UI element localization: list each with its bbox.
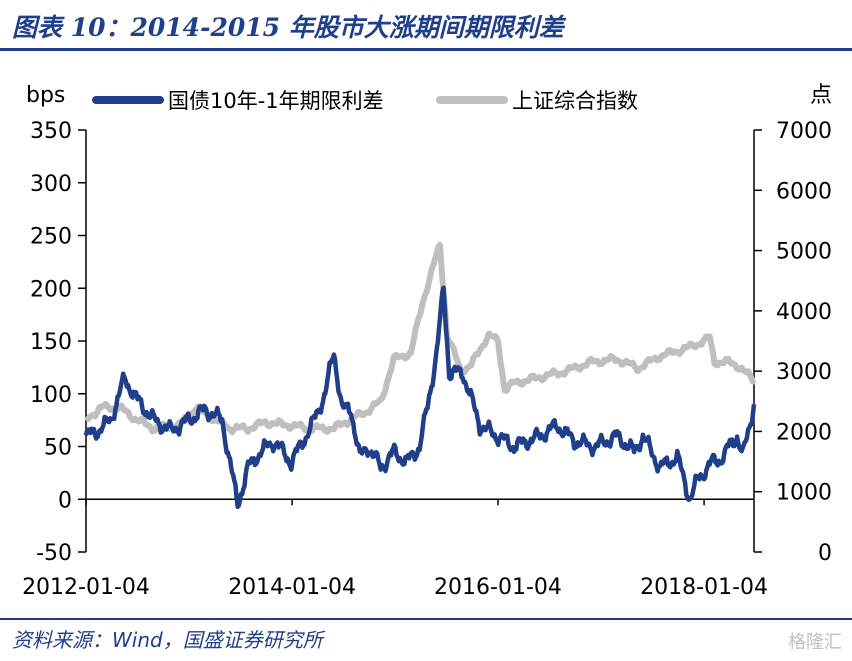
title-divider xyxy=(0,48,852,51)
left-tick-label: 100 xyxy=(30,383,72,408)
watermark: 格隆汇 xyxy=(788,632,842,653)
source-note: 资料来源：Wind，国盛证券研究所 xyxy=(12,628,323,652)
series-layer xyxy=(83,241,757,510)
right-tick-labels: 0 1000 2000 3000 4000 5000 6000 7000 xyxy=(754,119,832,566)
chart-title: 图表 10：2014-2015 年股市大涨期间期限利差 xyxy=(12,13,564,42)
right-tick-label: 0 xyxy=(818,541,832,566)
left-tick-label: -50 xyxy=(36,541,72,566)
left-tick-label: 50 xyxy=(44,436,72,461)
x-tick-label: 2014-01-04 xyxy=(228,575,356,600)
right-axis-unit: 点 xyxy=(810,83,832,108)
right-tick-label: 1000 xyxy=(776,481,832,506)
series-line-index xyxy=(84,241,757,436)
right-tick-label: 3000 xyxy=(776,360,832,385)
x-tick-label: 2018-01-04 xyxy=(640,575,768,600)
left-tick-label: 200 xyxy=(30,277,72,302)
x-tick-labels: 2012-01-04 2014-01-04 2016-01-04 2018-01-04 xyxy=(22,499,768,600)
right-tick-label: 6000 xyxy=(776,179,832,204)
x-tick-label: 2012-01-04 xyxy=(22,575,150,600)
right-tick-label: 7000 xyxy=(776,119,832,144)
left-tick-label: 300 xyxy=(30,172,72,197)
left-tick-label: 250 xyxy=(30,225,72,250)
right-tick-label: 5000 xyxy=(776,240,832,265)
x-tick-label: 2016-01-04 xyxy=(434,575,562,600)
axes xyxy=(85,130,755,552)
legend: 国债10年-1年期限利差 上证综合指数 xyxy=(92,89,638,113)
left-tick-label: 350 xyxy=(30,119,72,144)
left-axis-unit: bps xyxy=(26,83,65,108)
source-divider xyxy=(0,618,852,620)
left-tick-label: 150 xyxy=(30,330,72,355)
left-tick-label: 0 xyxy=(58,488,72,513)
series-line-spread xyxy=(83,285,757,510)
legend-label-spread: 国债10年-1年期限利差 xyxy=(168,89,384,113)
legend-label-index: 上证综合指数 xyxy=(512,89,638,113)
left-tick-labels: -50 0 50 100 150 200 250 300 350 xyxy=(30,119,86,566)
right-tick-label: 2000 xyxy=(776,420,832,445)
right-tick-label: 4000 xyxy=(776,300,832,325)
